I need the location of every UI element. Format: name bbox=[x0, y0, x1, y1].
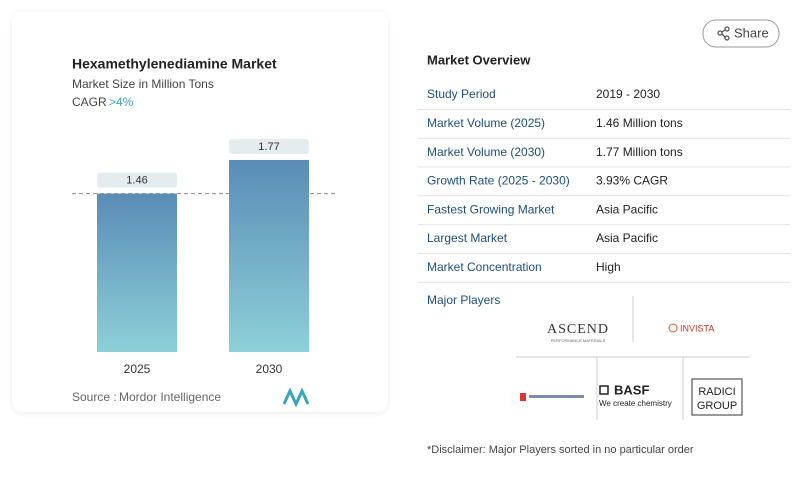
invista-icon bbox=[668, 323, 678, 333]
row-label: Study Period bbox=[427, 87, 496, 101]
logo-invista: INVISTA bbox=[680, 323, 714, 333]
row-value: 2019 - 2030 bbox=[596, 87, 660, 101]
value-label-box bbox=[97, 172, 177, 188]
row-value: Asia Pacific bbox=[596, 202, 658, 216]
logo-basf: BASF bbox=[614, 382, 649, 397]
cagr-label: CAGR bbox=[72, 95, 107, 109]
logo-radici-group: GROUP bbox=[697, 400, 737, 412]
chinese-logo-text bbox=[529, 395, 584, 398]
chart-subtitle: Market Size in Million Tons bbox=[72, 77, 214, 91]
row-value: 1.46 Million tons bbox=[596, 116, 683, 130]
value-label: 1.77 bbox=[258, 141, 279, 153]
share-button[interactable] bbox=[702, 19, 780, 48]
mordor-logo bbox=[282, 387, 310, 408]
logo-basf-sub: We create chemistry bbox=[599, 399, 672, 408]
bar-chart: 1.46 2025 1.77 2030 bbox=[72, 138, 336, 376]
row-value: High bbox=[596, 260, 621, 274]
row-label: Market Concentration bbox=[427, 260, 542, 274]
row-label: Fastest Growing Market bbox=[427, 202, 555, 216]
radici-box bbox=[691, 378, 743, 416]
chart-card bbox=[12, 12, 388, 412]
overview-title: Market Overview bbox=[427, 52, 531, 67]
overview-table: Study Period 2019 - 2030 Market Volume (20… bbox=[418, 87, 790, 283]
source-label: Source : bbox=[72, 390, 117, 404]
players-title: Major Players bbox=[427, 293, 500, 307]
cagr-value: >4% bbox=[109, 95, 134, 109]
row-label: Market Volume (2025) bbox=[427, 116, 545, 130]
share-label[interactable]: Share bbox=[734, 25, 769, 40]
source: Mordor Intelligence bbox=[119, 390, 221, 404]
row-value: 1.77 Million tons bbox=[596, 145, 683, 159]
logo-ascend-sub: PERFORMANCE MATERIALS bbox=[551, 338, 606, 343]
bar bbox=[97, 193, 177, 352]
logo-grid bbox=[516, 296, 750, 420]
row-label: Market Volume (2030) bbox=[427, 145, 545, 159]
row-value: Asia Pacific bbox=[596, 231, 658, 245]
disclaimer: *Disclaimer: Major Players sorted in no … bbox=[427, 444, 694, 456]
row-value: 3.93% CAGR bbox=[596, 174, 668, 188]
x-tick-label: 2030 bbox=[256, 362, 283, 376]
row-label: Growth Rate (2025 - 2030) bbox=[427, 174, 570, 188]
logo-radici: RADICI bbox=[698, 386, 735, 398]
value-label-box bbox=[229, 138, 309, 154]
bar bbox=[229, 159, 309, 352]
share-icon bbox=[717, 26, 730, 41]
value-label: 1.46 bbox=[126, 174, 147, 186]
basf-icon bbox=[599, 385, 609, 395]
x-tick-label: 2025 bbox=[124, 362, 151, 376]
row-label: Largest Market bbox=[427, 231, 508, 245]
logo-ascend: ASCEND bbox=[547, 322, 609, 337]
chart-title: Hexamethylenediamine Market bbox=[72, 56, 277, 72]
chinese-logo-icon bbox=[520, 393, 526, 401]
